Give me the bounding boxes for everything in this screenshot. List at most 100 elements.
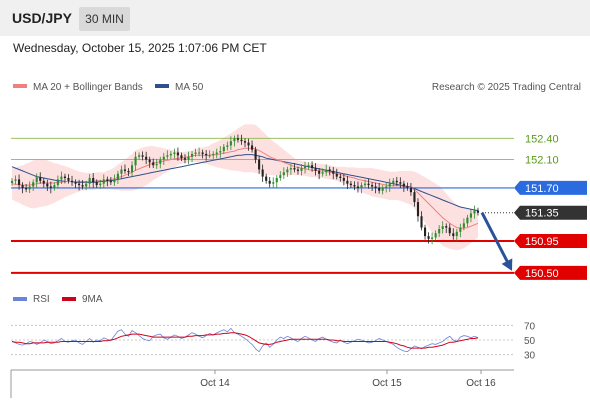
- rsi-tick-label: 70: [524, 321, 536, 332]
- rsi-legend-label: RSI: [33, 294, 50, 305]
- candle-body: [296, 169, 300, 171]
- candle-body: [268, 180, 271, 184]
- candle-body: [314, 168, 317, 171]
- candle-body: [374, 186, 377, 188]
- candle-body: [406, 186, 409, 188]
- ma20-legend-swatch: [13, 84, 27, 88]
- price-legend: MA 20 + Bollinger Bands MA 50 Research ©…: [13, 82, 581, 93]
- candle-body: [233, 138, 236, 142]
- candle-body: [332, 170, 335, 174]
- x-axis: Oct 14 Oct 15 Oct 16: [10, 369, 514, 398]
- candle-body: [311, 165, 314, 169]
- candle-body: [459, 227, 462, 232]
- candle-body: [92, 178, 95, 183]
- level-label-resistance: 152.10: [525, 155, 559, 167]
- candle-body: [286, 169, 289, 173]
- symbol-title: USD/JPY: [12, 10, 72, 26]
- candle-body: [293, 168, 296, 170]
- candle-body: [159, 159, 162, 164]
- candle-body: [148, 159, 151, 163]
- candle-body: [201, 152, 204, 154]
- candle-body: [441, 226, 444, 229]
- rsi-legend: RSI 9MA: [13, 294, 103, 305]
- level-label-support: 150.95: [525, 236, 559, 248]
- level-tag-last: [514, 205, 587, 220]
- candle-body: [162, 156, 165, 160]
- candle-body: [353, 185, 356, 187]
- candle-body: [335, 173, 338, 177]
- candle-body: [247, 142, 250, 146]
- candle-body: [328, 169, 331, 171]
- candle-body: [18, 179, 21, 186]
- candle-body: [275, 178, 278, 183]
- rsi-tick-label: 50: [524, 336, 536, 347]
- candle-body: [473, 210, 476, 214]
- candle-body: [35, 177, 38, 183]
- candle-body: [25, 187, 28, 190]
- candle-body: [187, 156, 190, 160]
- candle-body: [102, 179, 105, 184]
- candle-body: [265, 176, 268, 181]
- candle-body: [431, 237, 434, 239]
- candle-body: [10, 180, 14, 183]
- candle-body: [434, 233, 437, 238]
- candle-body: [28, 186, 31, 190]
- level-label-last: 151.35: [525, 208, 559, 220]
- candle-body: [476, 210, 480, 213]
- candle-body: [194, 152, 197, 154]
- candle-body: [219, 151, 222, 153]
- candle-body: [243, 141, 247, 143]
- candle-body: [56, 179, 59, 186]
- candle-body: [152, 162, 155, 166]
- ma50-legend-swatch: [155, 84, 169, 88]
- candle-body: [339, 176, 342, 178]
- candle-body: [134, 156, 137, 166]
- candle-body: [88, 178, 91, 184]
- candle-body: [169, 153, 172, 156]
- candle-body: [53, 185, 56, 188]
- candle-body: [466, 217, 469, 224]
- candle-body: [261, 169, 264, 177]
- timeframe-button[interactable]: 30 MIN: [79, 7, 130, 31]
- candle-body: [70, 180, 74, 183]
- candle-body: [445, 226, 448, 228]
- candle-body: [176, 152, 179, 156]
- candle-body: [402, 183, 405, 187]
- ma20-legend-label: MA 20 + Bollinger Bands: [33, 82, 143, 93]
- candle-body: [21, 185, 24, 188]
- candle-body: [32, 182, 35, 187]
- candle-body: [392, 180, 395, 184]
- candle-body: [371, 185, 374, 187]
- candle-body: [141, 155, 144, 157]
- candle-body: [342, 178, 345, 181]
- candle-body: [81, 185, 84, 187]
- candle-body: [363, 183, 367, 186]
- candle-body: [300, 168, 303, 171]
- candle-body: [413, 192, 416, 203]
- candle-body: [60, 176, 63, 180]
- candle-body: [321, 172, 324, 174]
- candle-body: [95, 182, 98, 186]
- candle-body: [427, 236, 430, 239]
- candle-body: [215, 152, 218, 154]
- candle-body: [381, 187, 384, 191]
- candle-body: [67, 178, 70, 181]
- level-lines: [11, 137, 514, 274]
- candle-body: [423, 227, 427, 237]
- ma50-legend-label: MA 50: [175, 82, 204, 93]
- x-tick-label: Oct 15: [372, 378, 402, 389]
- candle-body: [116, 173, 119, 180]
- rsi-ma-line: [11, 332, 479, 349]
- candles: [10, 134, 480, 245]
- candle-body: [307, 165, 310, 167]
- candle-body: [360, 185, 363, 188]
- candle-body: [49, 186, 52, 188]
- copyright-text: Research © 2025 Trading Central: [432, 82, 581, 93]
- forecast-arrow-shaft: [480, 212, 510, 264]
- rsi-pane: 70 50 30: [11, 321, 536, 362]
- candle-body: [155, 163, 158, 166]
- candle-body: [120, 169, 123, 174]
- datetime-label: Wednesday, October 15, 2025 1:07:06 PM C…: [13, 41, 267, 55]
- candle-body: [229, 141, 232, 146]
